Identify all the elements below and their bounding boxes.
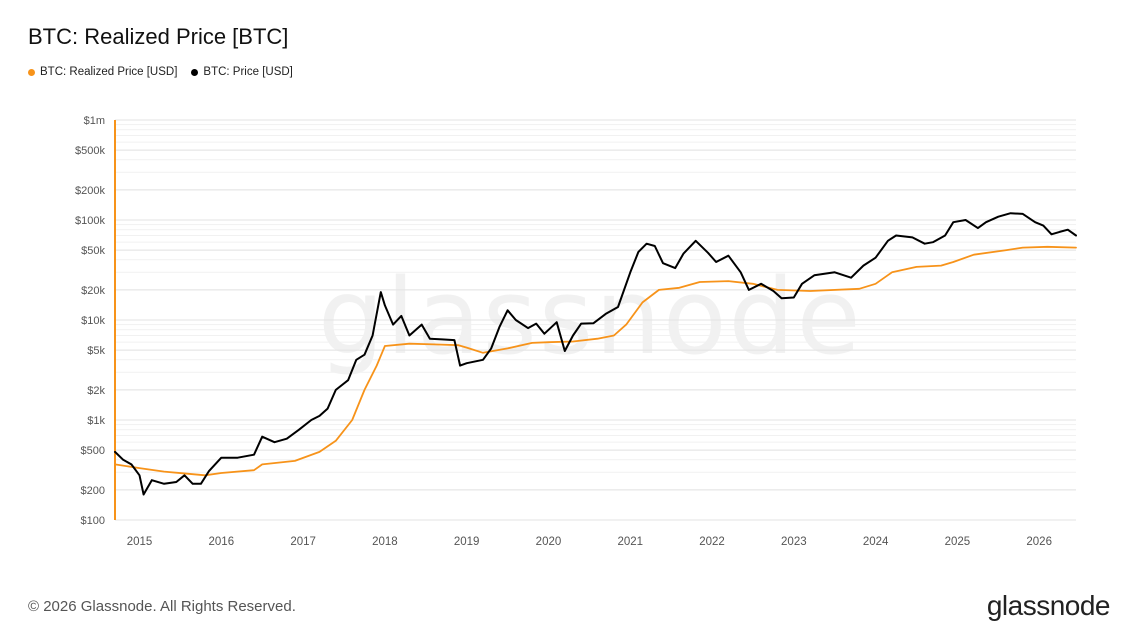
x-tick-label: 2020 xyxy=(536,536,562,548)
x-tick-label: 2018 xyxy=(372,536,398,548)
series-line-realized-price xyxy=(114,245,1077,477)
x-tick-label: 2021 xyxy=(617,536,643,548)
y-tick-label: $500k xyxy=(75,145,105,157)
y-tick-label: $20k xyxy=(81,285,105,297)
y-tick-label: $100k xyxy=(75,215,105,227)
y-tick-label: $1k xyxy=(87,415,105,427)
legend-label-realized-price: BTC: Realized Price [USD] xyxy=(40,66,178,78)
legend-label-price: BTC: Price [USD] xyxy=(203,66,293,78)
x-tick-label: 2025 xyxy=(945,536,971,548)
y-tick-label: $50k xyxy=(81,245,105,257)
x-tick-label: 2019 xyxy=(454,536,480,548)
copyright-text: © 2026 Glassnode. All Rights Reserved. xyxy=(28,598,296,615)
y-tick-label: $100 xyxy=(81,515,105,527)
x-tick-label: 2024 xyxy=(863,536,889,548)
y-tick-label: $2k xyxy=(87,385,105,397)
legend-dot-price xyxy=(191,68,199,76)
y-tick-label: $500 xyxy=(81,445,105,457)
brand-logo: glassnode xyxy=(986,590,1111,621)
x-tick-label: 2016 xyxy=(209,536,235,548)
legend-dot-realized-price xyxy=(28,68,35,76)
chart-title: BTC: Realized Price [BTC] xyxy=(28,24,289,49)
y-tick-label: $10k xyxy=(81,315,105,327)
x-tick-label: 2023 xyxy=(781,536,807,548)
y-tick-label: $5k xyxy=(87,345,105,357)
legend-item-price[interactable]: BTC: Price [USD] xyxy=(191,66,293,78)
y-tick-label: $200 xyxy=(81,485,105,497)
x-tick-label: 2017 xyxy=(290,536,316,548)
y-tick-label: $200k xyxy=(75,185,105,197)
x-tick-label: 2026 xyxy=(1026,536,1052,548)
x-tick-label: 2022 xyxy=(699,536,725,548)
y-tick-label: $1m xyxy=(84,115,105,127)
chart-legend: BTC: Realized Price [USD] BTC: Price [US… xyxy=(28,66,293,78)
series-line-price xyxy=(114,212,1077,496)
legend-item-realized-price[interactable]: BTC: Realized Price [USD] xyxy=(28,66,177,78)
x-tick-label: 2015 xyxy=(127,536,153,548)
